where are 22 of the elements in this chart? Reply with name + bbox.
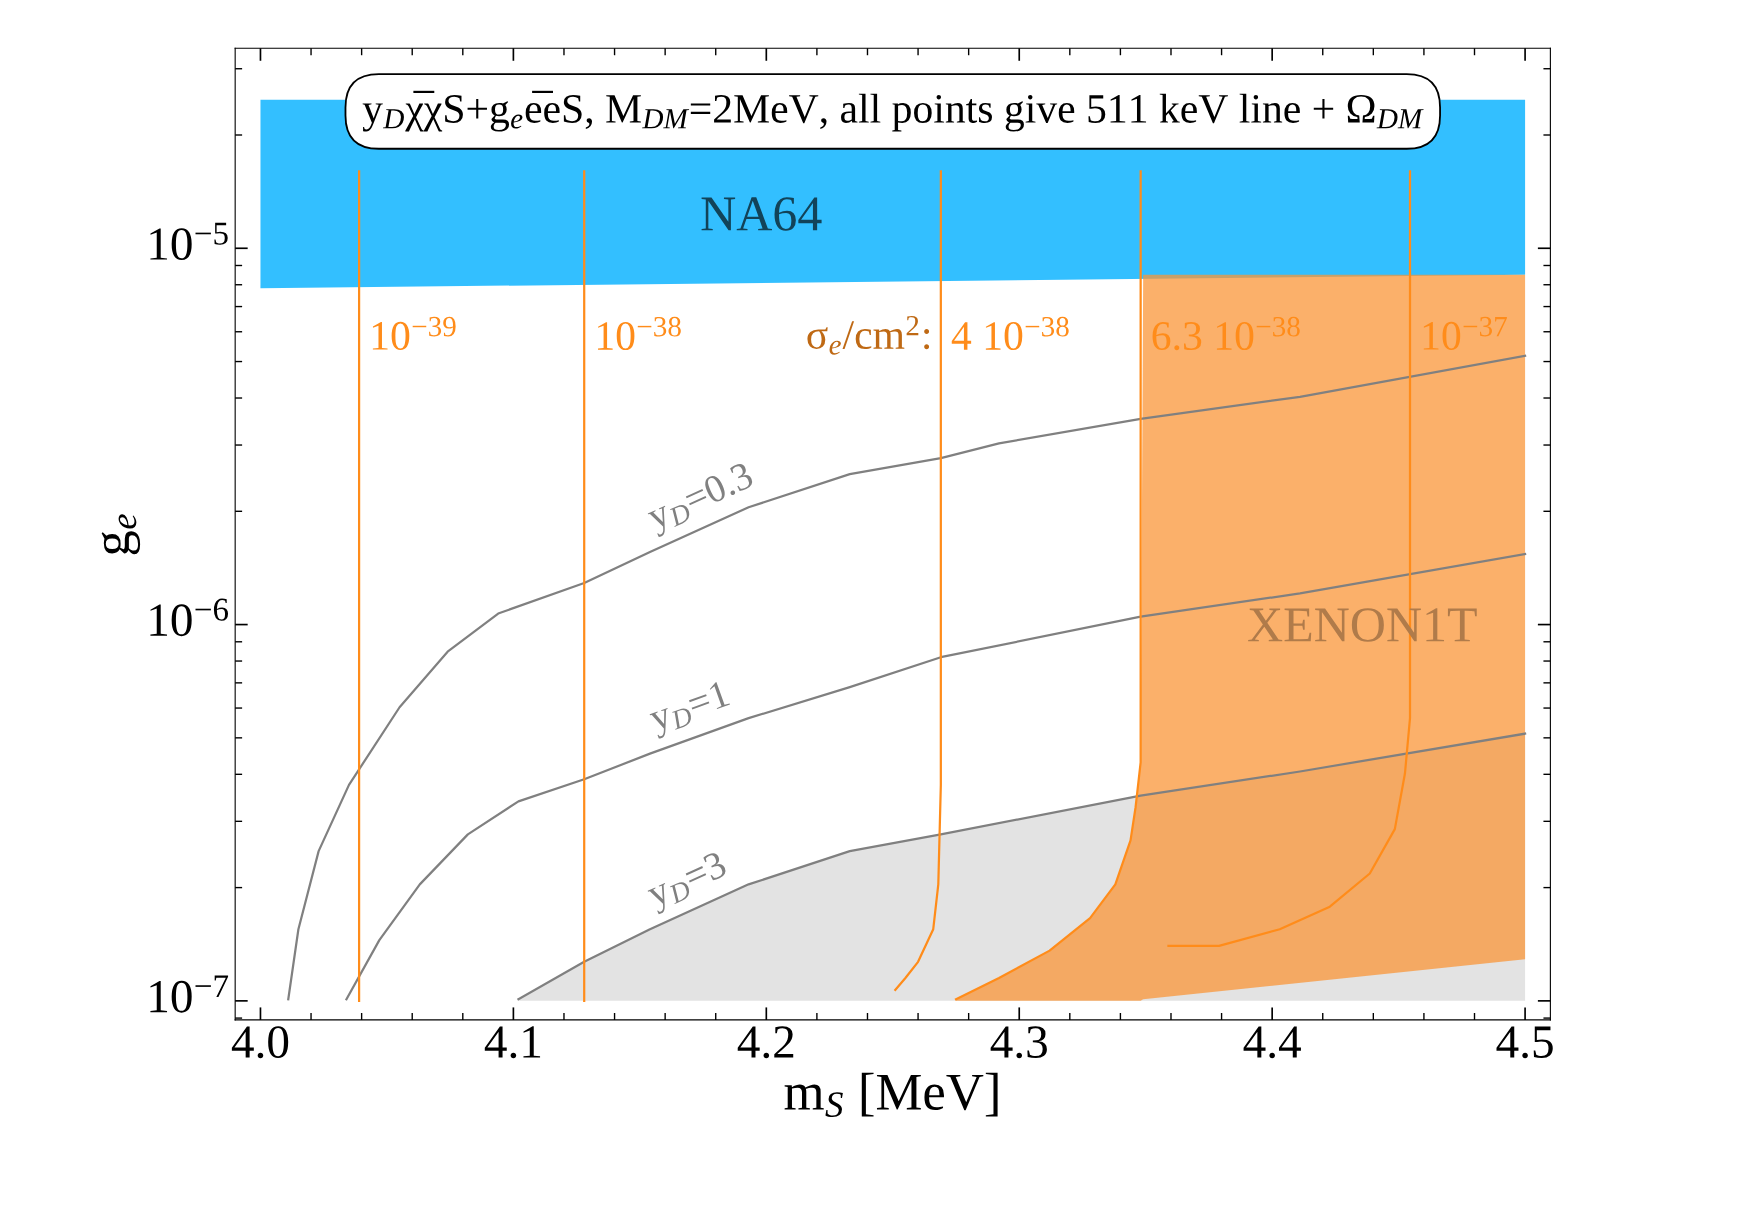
x-tick-label: 4.2 (737, 1026, 794, 1059)
x-tick-label: 4.1 (484, 1026, 541, 1059)
y-tick-label: 10$^{−6}$ (150, 598, 229, 637)
text: y$_{D}$=1 (647, 680, 733, 740)
series-label: 6.3 10$^{−38}$ (1152, 316, 1300, 351)
text: y$_{D}$=3 (644, 850, 732, 915)
x-tick-label: 4.3 (990, 1026, 1047, 1059)
annotation: NA64 (701, 197, 822, 231)
x-tick-label: 4.4 (1243, 1026, 1301, 1059)
series-label: 4 10$^{−38}$ (951, 316, 1069, 351)
y-axis-title: g$_{e}$ (101, 514, 141, 555)
series-label: 10$^{−39}$ (372, 316, 456, 350)
x-tick-label: 4.0 (231, 1026, 289, 1059)
series-label: 10$^{−38}$ (597, 316, 681, 351)
y-tick-label: 10$^{−5}$ (150, 222, 228, 261)
x-axis-title: m$_{S}$ [MeV] (784, 1072, 998, 1118)
annotation: σ$_{e}$/cm$^{2}$: (807, 315, 930, 355)
text: y$_{D}$χ̅χS+g$_{e}$e̅eS, M$_{DM}$=2MeV, all points give 511 keV line + Ω$_{DM}$ (362, 90, 1424, 132)
y-tick-label: 10$^{−7}$ (150, 975, 229, 1013)
series-label: 10$^{−37}$ (1423, 316, 1507, 350)
x-tick-label: 4.5 (1496, 1026, 1553, 1059)
text: y$_{D}$=0.3 (644, 461, 758, 538)
